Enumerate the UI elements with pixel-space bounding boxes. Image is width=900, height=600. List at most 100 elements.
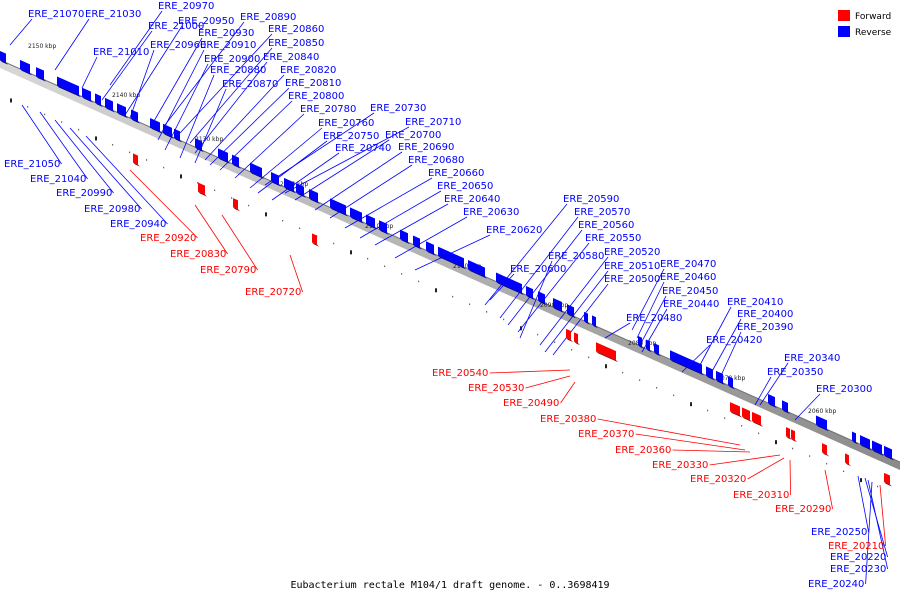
gene-block-reverse[interactable] [496,272,524,296]
gene-label-reverse[interactable]: ERE_20930 [198,28,254,39]
gene-label-reverse[interactable]: ERE_20880 [210,65,266,76]
gene-block-reverse[interactable] [117,103,128,119]
gene-label-reverse[interactable]: ERE_20730 [370,103,426,114]
gene-label-reverse[interactable]: ERE_20740 [335,143,391,154]
gene-label-reverse[interactable]: ERE_20470 [660,259,716,270]
gene-label-reverse[interactable]: ERE_20440 [663,299,719,310]
gene-label-forward[interactable]: ERE_20540 [432,368,488,379]
gene-block-reverse[interactable] [0,51,8,65]
gene-block-reverse[interactable] [872,440,884,456]
gene-label-reverse[interactable]: ERE_20660 [428,168,484,179]
gene-label-forward[interactable]: ERE_20830 [170,249,226,260]
gene-label-forward[interactable]: ERE_20310 [733,490,789,501]
gene-label-forward[interactable]: ERE_20380 [540,414,596,425]
gene-label-reverse[interactable]: ERE_20840 [263,52,319,63]
gene-block-reverse[interactable] [426,241,436,256]
gene-label-reverse[interactable]: ERE_20250 [811,527,867,538]
gene-block-reverse[interactable] [250,162,264,180]
gene-label-reverse[interactable]: ERE_21010 [93,47,149,58]
gene-label-reverse[interactable]: ERE_20520 [604,247,660,258]
gene-label-reverse[interactable]: ERE_20650 [437,181,493,192]
gene-block-forward[interactable] [742,407,752,422]
gene-label-reverse[interactable]: ERE_20240 [808,579,864,590]
gene-block-reverse[interactable] [195,138,204,153]
gene-block-reverse[interactable] [654,343,661,357]
gene-label-reverse[interactable]: ERE_20910 [200,40,256,51]
gene-label-reverse[interactable]: ERE_20950 [178,16,234,27]
gene-block-reverse[interactable] [852,431,858,445]
gene-block-reverse[interactable] [438,246,466,270]
gene-label-forward[interactable]: ERE_20320 [690,474,746,485]
gene-label-reverse[interactable]: ERE_20710 [405,117,461,128]
gene-label-reverse[interactable]: ERE_20900 [204,54,260,65]
gene-block-reverse[interactable] [592,315,598,329]
gene-block-reverse[interactable] [716,370,725,385]
gene-block-reverse[interactable] [400,229,410,245]
gene-label-reverse[interactable]: ERE_20860 [268,24,324,35]
gene-block-reverse[interactable] [768,394,777,409]
gene-block-reverse[interactable] [860,435,872,451]
gene-block-reverse[interactable] [82,87,93,103]
gene-label-reverse[interactable]: ERE_20340 [784,353,840,364]
gene-label-forward[interactable]: ERE_20290 [775,504,831,515]
gene-block-reverse[interactable] [163,123,174,139]
gene-block-reverse[interactable] [20,59,32,76]
gene-block-reverse[interactable] [379,220,389,235]
gene-label-reverse[interactable]: ERE_20690 [398,142,454,153]
gene-block-reverse[interactable] [526,285,535,301]
gene-block-reverse[interactable] [232,154,241,169]
gene-block-reverse[interactable] [271,172,281,187]
gene-block-forward[interactable] [791,429,797,443]
gene-block-reverse[interactable] [150,118,162,134]
gene-label-reverse[interactable]: ERE_20450 [662,286,718,297]
gene-label-forward[interactable]: ERE_20720 [245,287,301,298]
gene-label-reverse[interactable]: ERE_20870 [222,79,278,90]
gene-label-reverse[interactable]: ERE_20850 [268,38,324,49]
gene-label-reverse[interactable]: ERE_20800 [288,91,344,102]
gene-block-reverse[interactable] [706,366,715,381]
gene-label-reverse[interactable]: ERE_20400 [737,309,793,320]
gene-label-reverse[interactable]: ERE_20460 [660,272,716,283]
gene-label-reverse[interactable]: ERE_20890 [240,12,296,23]
gene-label-forward[interactable]: ERE_20920 [140,233,196,244]
gene-label-reverse[interactable]: ERE_20550 [585,233,641,244]
gene-block-reverse[interactable] [670,350,704,376]
gene-block-forward[interactable] [752,411,763,427]
gene-label-reverse[interactable]: ERE_20570 [574,207,630,218]
gene-block-reverse[interactable] [350,207,364,224]
gene-block-forward[interactable] [133,153,140,167]
gene-label-reverse[interactable]: ERE_20350 [767,367,823,378]
gene-label-reverse[interactable]: ERE_21040 [30,174,86,185]
gene-block-reverse[interactable] [884,445,894,461]
gene-block-reverse[interactable] [57,76,81,98]
gene-block-forward[interactable] [312,233,319,247]
gene-label-forward[interactable]: ERE_20530 [468,383,524,394]
gene-label-reverse[interactable]: ERE_20960 [150,40,206,51]
gene-label-reverse[interactable]: ERE_20410 [727,297,783,308]
gene-block-reverse[interactable] [309,189,320,205]
gene-block-reverse[interactable] [95,93,103,108]
gene-block-reverse[interactable] [646,339,652,353]
gene-label-reverse[interactable]: ERE_21000 [148,21,204,32]
gene-label-reverse[interactable]: ERE_20220 [830,552,886,563]
gene-block-forward[interactable] [845,453,851,467]
gene-block-reverse[interactable] [816,415,829,432]
gene-label-reverse[interactable]: ERE_20630 [463,207,519,218]
gene-block-forward[interactable] [574,332,580,346]
gene-label-forward[interactable]: ERE_20790 [200,265,256,276]
gene-label-reverse[interactable]: ERE_21050 [4,159,60,170]
gene-block-reverse[interactable] [131,109,140,124]
gene-label-reverse[interactable]: ERE_20640 [444,194,500,205]
gene-block-reverse[interactable] [36,67,46,82]
gene-label-forward[interactable]: ERE_20490 [503,398,559,409]
gene-label-reverse[interactable]: ERE_20560 [578,220,634,231]
gene-block-reverse[interactable] [584,311,590,325]
gene-block-reverse[interactable] [538,291,547,306]
gene-block-reverse[interactable] [413,235,422,250]
gene-block-reverse[interactable] [638,335,644,349]
gene-label-reverse[interactable]: ERE_20590 [563,194,619,205]
gene-label-reverse[interactable]: ERE_20580 [548,251,604,262]
gene-label-reverse[interactable]: ERE_20390 [737,322,793,333]
gene-block-forward[interactable] [730,402,742,418]
gene-label-reverse[interactable]: ERE_20500 [604,274,660,285]
